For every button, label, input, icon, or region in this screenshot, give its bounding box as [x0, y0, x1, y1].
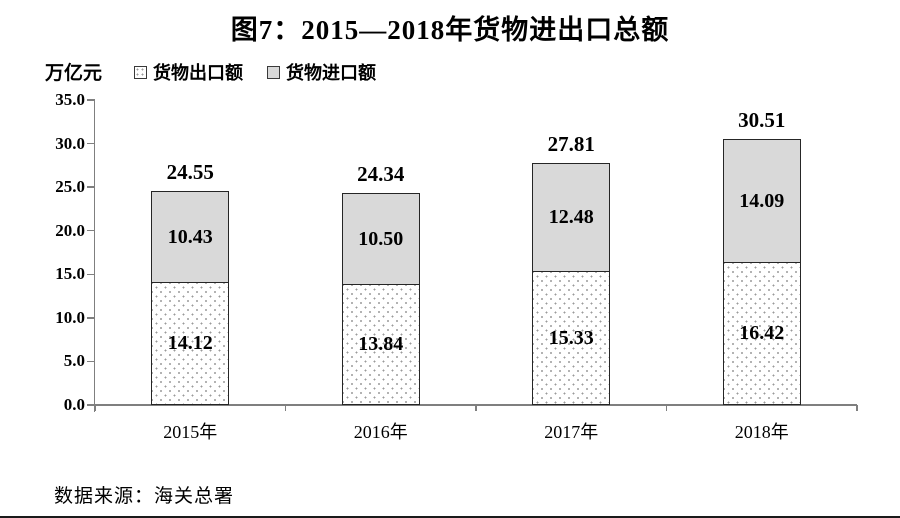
x-axis-tick — [284, 405, 287, 411]
y-axis-tick — [87, 317, 94, 319]
export-value-label: 15.33 — [548, 326, 594, 349]
data-source-note: 数据来源：海关总署 — [54, 486, 235, 507]
y-axis-tick-label: 10.0 — [55, 307, 85, 327]
y-axis-tick-label: 5.0 — [63, 351, 85, 371]
total-value-label: 30.51 — [738, 108, 786, 133]
y-axis-unit-label: 万亿元 — [45, 63, 103, 84]
x-axis-tick — [475, 405, 477, 411]
x-axis-tick — [856, 405, 858, 411]
bar-segment-import-2016年: 10.50 — [341, 192, 420, 285]
legend-item-imports: 货物进口额 — [267, 59, 376, 85]
total-value-label: 24.34 — [357, 161, 405, 186]
legend-item-exports: 货物出口额 — [134, 59, 243, 85]
y-axis-tick — [87, 273, 94, 276]
x-axis-category-label: 2016年 — [353, 422, 408, 442]
import-value-label: 10.50 — [358, 227, 404, 250]
x-axis-line — [95, 404, 857, 406]
y-axis-line — [93, 99, 95, 412]
chart-legend: 货物出口额 货物进口额 — [134, 59, 376, 85]
y-axis-tick — [87, 186, 94, 188]
y-axis-tick — [87, 229, 94, 232]
y-axis-tick — [87, 99, 94, 101]
y-axis-tick-label: 35.0 — [55, 90, 85, 109]
import-value-label: 10.43 — [167, 225, 213, 248]
total-value-label: 24.55 — [166, 160, 214, 185]
x-axis-category-label: 2018年 — [734, 422, 789, 442]
y-axis-tick — [87, 404, 94, 406]
bar-segment-export-2016年: 13.84 — [341, 284, 420, 405]
total-value-label: 27.81 — [547, 131, 595, 156]
bottom-divider — [0, 516, 900, 518]
bar-segment-import-2018年: 14.09 — [722, 139, 801, 262]
y-axis-tick — [87, 142, 94, 145]
y-axis-tick-label: 25.0 — [55, 177, 85, 197]
import-value-label: 12.48 — [548, 206, 594, 229]
x-axis-category-label: 2017年 — [544, 422, 599, 442]
bar-segment-import-2015年: 10.43 — [151, 191, 230, 282]
bar-segment-export-2015年: 14.12 — [151, 281, 230, 405]
legend-label-imports: 货物进口额 — [286, 63, 376, 83]
chart-title: 图7：2015—2018年货物进出口总额 — [230, 15, 670, 45]
x-axis-tick — [94, 405, 96, 411]
export-value-label: 14.12 — [167, 331, 213, 354]
y-axis-tick — [87, 360, 94, 363]
y-axis-tick-label: 20.0 — [55, 220, 85, 240]
legend-label-exports: 货物出口额 — [153, 63, 243, 83]
x-axis-category-label: 2015年 — [163, 422, 218, 442]
import-value-label: 14.09 — [739, 189, 785, 212]
bar-segment-export-2017年: 15.33 — [532, 271, 611, 405]
bar-segment-import-2017年: 12.48 — [532, 162, 611, 272]
y-axis-tick-label: 0.0 — [63, 395, 85, 414]
import-swatch-icon — [267, 65, 280, 79]
export-value-label: 16.42 — [739, 321, 785, 344]
bar-segment-export-2018年: 16.42 — [722, 261, 801, 405]
y-axis-tick-label: 30.0 — [55, 133, 85, 153]
export-swatch-icon — [134, 65, 147, 79]
x-axis-tick — [665, 405, 668, 411]
y-axis-tick-label: 15.0 — [55, 264, 85, 284]
export-value-label: 13.84 — [358, 333, 404, 356]
